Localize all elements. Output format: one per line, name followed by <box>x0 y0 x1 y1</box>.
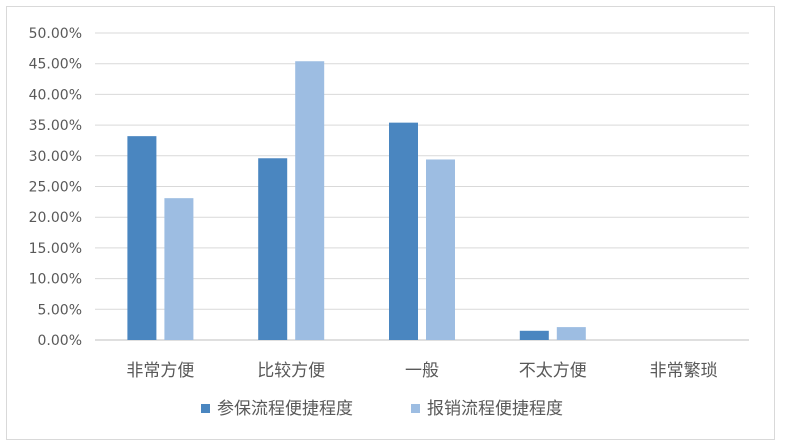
x-category-label: 一般 <box>405 361 439 381</box>
y-axis: 0.00% 5.00% 10.00% 15.00% 20.00% 25.00% 30.00%… <box>29 26 82 349</box>
x-category-label: 不太方便 <box>519 361 587 381</box>
bar-1-1 <box>127 136 157 340</box>
y-tick-label: 0.00% <box>38 333 82 349</box>
legend-label: 报销流程便捷程度 <box>427 399 563 419</box>
y-tick-label: 35.00% <box>29 118 82 134</box>
y-tick-label: 40.00% <box>29 87 82 103</box>
x-category-label: 比较方便 <box>257 361 325 381</box>
bars <box>127 61 586 341</box>
y-tick-label: 20.00% <box>29 210 82 226</box>
y-tick-label: 10.00% <box>29 272 82 288</box>
bar-1-3 <box>389 122 418 340</box>
x-category-label: 非常方便 <box>126 361 194 381</box>
legend-swatch <box>201 404 210 413</box>
bar-1-2 <box>258 158 288 340</box>
bar-2-2 <box>295 61 325 341</box>
y-tick-label: 50.00% <box>29 26 82 42</box>
x-category-label: 非常繁琐 <box>650 361 718 381</box>
bar-2-3 <box>426 159 455 340</box>
gridlines <box>95 32 749 341</box>
y-tick-label: 15.00% <box>29 241 82 257</box>
legend: 参保流程便捷程度 报销流程便捷程度 <box>201 399 563 419</box>
bar-1-4 <box>519 330 549 340</box>
y-tick-label: 5.00% <box>38 302 82 318</box>
bar-2-1 <box>164 198 194 340</box>
legend-swatch <box>411 404 420 413</box>
y-tick-label: 30.00% <box>29 149 82 165</box>
y-tick-label: 45.00% <box>29 57 82 73</box>
y-tick-label: 25.00% <box>29 180 82 196</box>
legend-label: 参保流程便捷程度 <box>217 399 353 419</box>
x-axis: 非常方便 比较方便 一般 不太方便 非常繁琐 <box>126 361 717 381</box>
bar-2-4 <box>556 327 586 340</box>
